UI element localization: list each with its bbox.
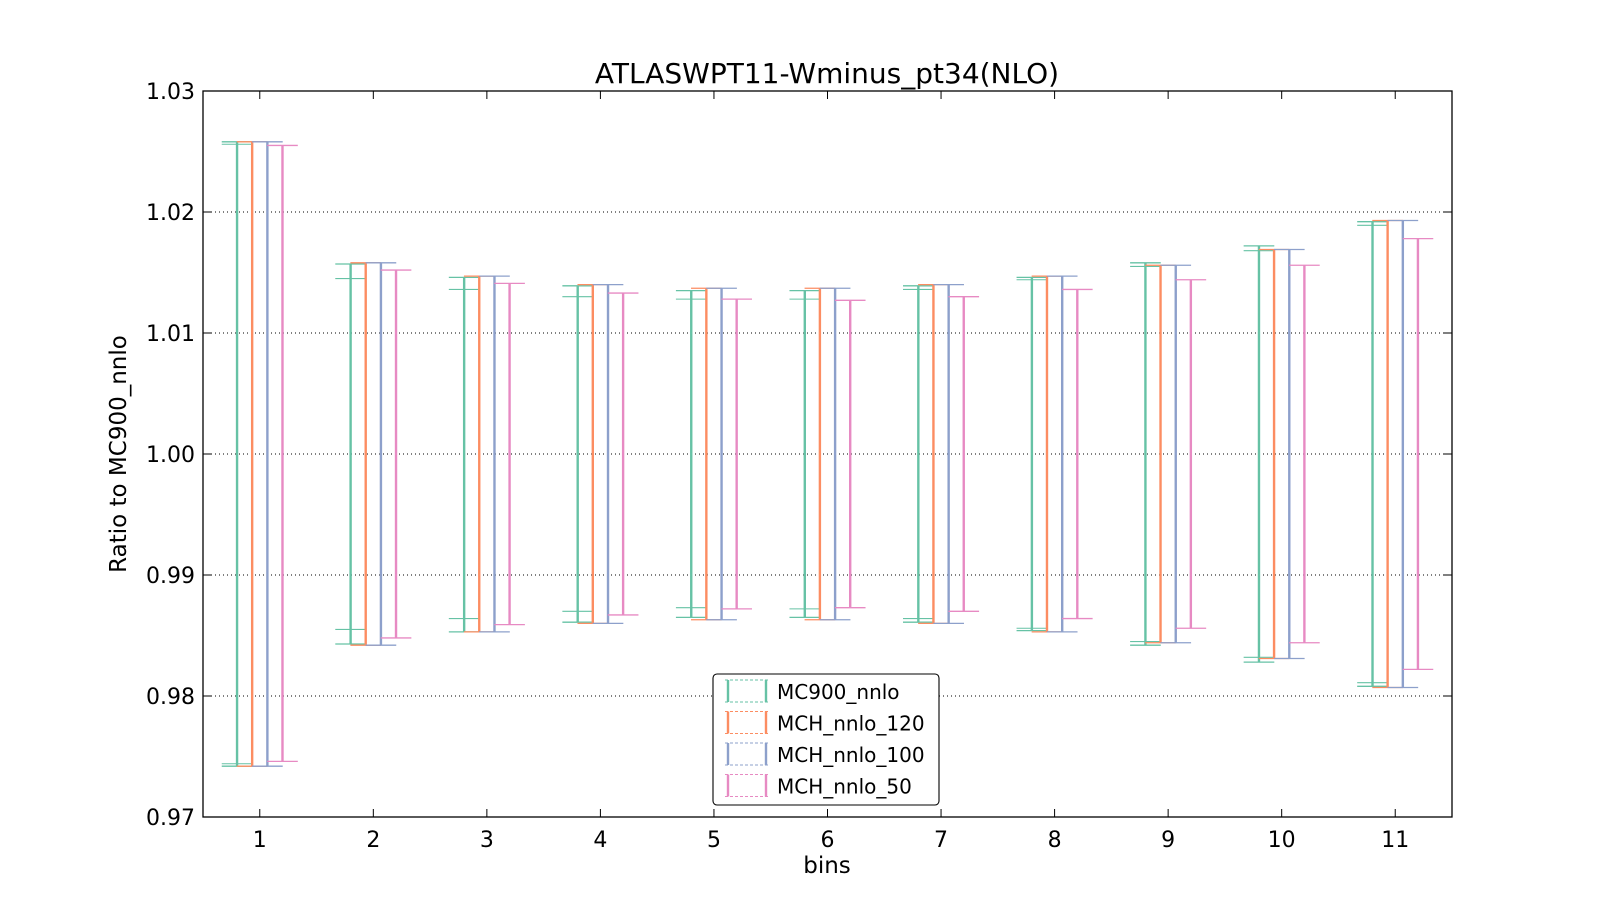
y-tick-label: 0.98: [146, 685, 195, 710]
error-bars: [221, 141, 1434, 767]
series-MCH_nnlo_50: [267, 144, 1434, 762]
y-tick-label: 1.01: [146, 322, 195, 347]
legend-handle: [725, 742, 769, 766]
legend-label: MCH_nnlo_50: [777, 775, 912, 799]
x-axis-title: bins: [803, 853, 851, 879]
legend-handle: [725, 774, 769, 797]
x-tick-label: 6: [821, 828, 835, 853]
y-tick-label: 1.02: [146, 201, 195, 226]
x-tick-label: 1: [253, 828, 267, 853]
ticks: 0.97 0.98 0.99 1.00 1.01 1.02 1.03 1 2 3 4 5 6 7 8 9 10 1…: [146, 80, 1452, 853]
legend-label: MC900_nnlo: [777, 680, 900, 704]
legend-handle: [725, 711, 769, 734]
legend-box: [712, 673, 940, 806]
legend-label: MCH_nnlo_100: [777, 743, 925, 767]
x-tick-label: 4: [593, 828, 607, 853]
x-tick-label: 8: [1048, 828, 1062, 853]
grid: [203, 211, 1452, 697]
x-tick-label: 3: [480, 828, 494, 853]
y-tick-label: 1.00: [146, 443, 195, 468]
legend-handle: [725, 679, 769, 703]
chart-title: ATLASWPT11-Wminus_pt34(NLO): [595, 57, 1059, 90]
y-axis-title: Ratio to MC900_nnlo: [106, 335, 132, 573]
legend: MC900_nnlo MCH_nnlo_120 MCH_nnlo_100 MCH_nn…: [712, 673, 940, 806]
x-tick-label: 5: [707, 828, 721, 853]
y-tick-label: 0.99: [146, 564, 195, 589]
x-tick-label: 9: [1161, 828, 1175, 853]
legend-label: MCH_nnlo_120: [777, 712, 925, 736]
x-tick-label: 10: [1268, 828, 1296, 853]
y-tick-label: 0.97: [146, 806, 195, 831]
x-tick-label: 11: [1381, 828, 1409, 853]
series-MCH_nnlo_100: [252, 141, 1419, 767]
y-tick-label: 1.03: [146, 80, 195, 105]
x-tick-label: 2: [366, 828, 380, 853]
series-MC900_nnlo: [221, 141, 1388, 767]
x-tick-label: 7: [934, 828, 948, 853]
